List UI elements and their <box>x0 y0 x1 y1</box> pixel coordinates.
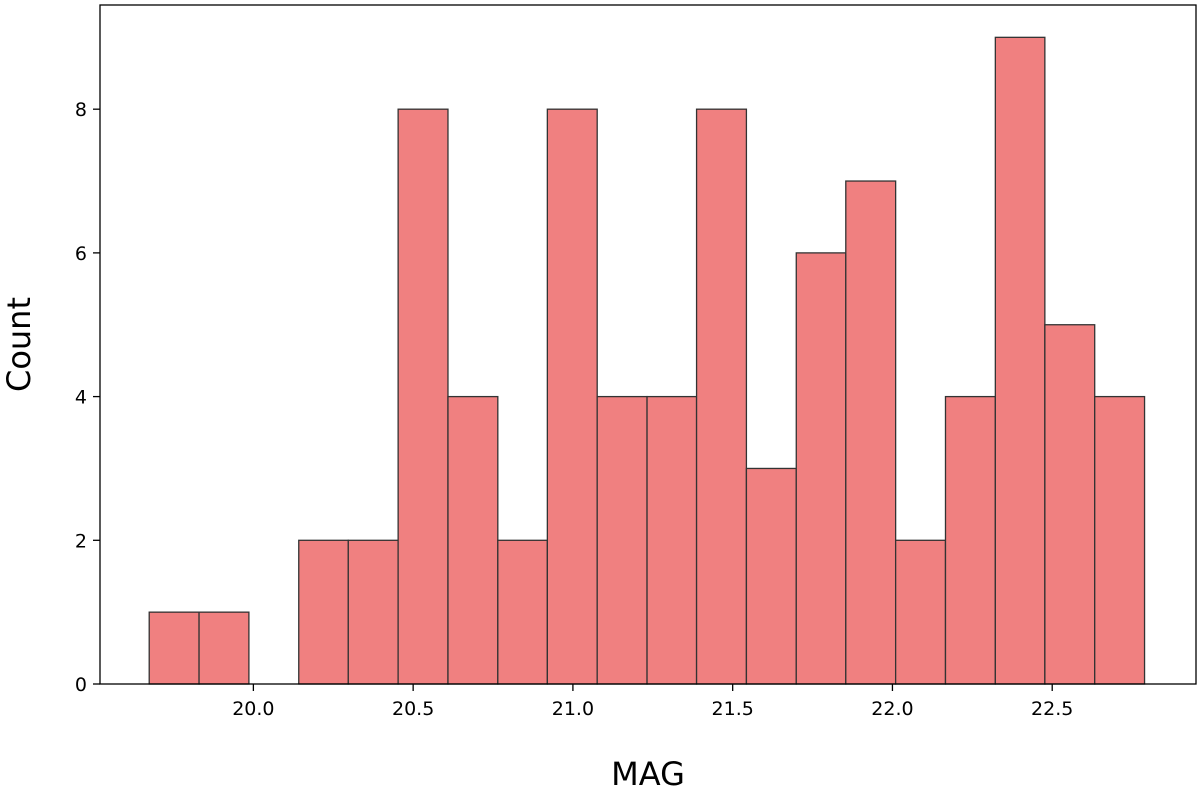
histogram-bar <box>546 108 598 685</box>
histogram-bar <box>497 539 548 685</box>
y-axis-label: Count <box>0 297 38 392</box>
x-axis-label: MAG <box>611 755 685 793</box>
y-axis-ticks: 0 2 4 6 8 <box>75 99 100 696</box>
histogram-bar <box>646 395 698 685</box>
histogram-bar <box>845 180 897 685</box>
histogram-bar <box>795 252 847 685</box>
histogram-bar <box>944 395 996 685</box>
histogram-bar <box>596 395 648 685</box>
histogram-bar <box>447 395 499 685</box>
y-tick-label: 4 <box>75 387 87 409</box>
plot-frame <box>99 4 1197 685</box>
histogram-bar <box>198 611 250 685</box>
histogram-bar <box>1094 395 1146 685</box>
y-tick-label: 8 <box>75 99 87 121</box>
x-tick-label: 20.0 <box>232 698 274 720</box>
x-axis-ticks: 20.0 20.5 21.0 21.5 22.0 22.5 <box>232 684 1073 720</box>
x-tick-label: 20.5 <box>392 698 434 720</box>
x-tick-label: 21.0 <box>552 698 594 720</box>
histogram-bar <box>994 36 1046 685</box>
histogram-bar <box>148 611 200 685</box>
x-tick-label: 21.5 <box>712 698 754 720</box>
histogram-bar <box>298 539 349 685</box>
x-tick-label: 22.0 <box>871 698 913 720</box>
histogram-bar <box>347 539 399 685</box>
y-tick-label: 2 <box>75 530 87 552</box>
x-tick-label: 22.5 <box>1031 698 1073 720</box>
y-tick-label: 6 <box>75 243 87 265</box>
histogram-bar <box>745 467 797 685</box>
histogram-bar <box>695 108 748 685</box>
histogram-bar <box>1044 324 1096 685</box>
y-tick-label: 0 <box>75 674 87 696</box>
histogram-bar <box>894 539 947 685</box>
bars-group <box>148 36 1146 685</box>
histogram-bar <box>397 108 449 685</box>
